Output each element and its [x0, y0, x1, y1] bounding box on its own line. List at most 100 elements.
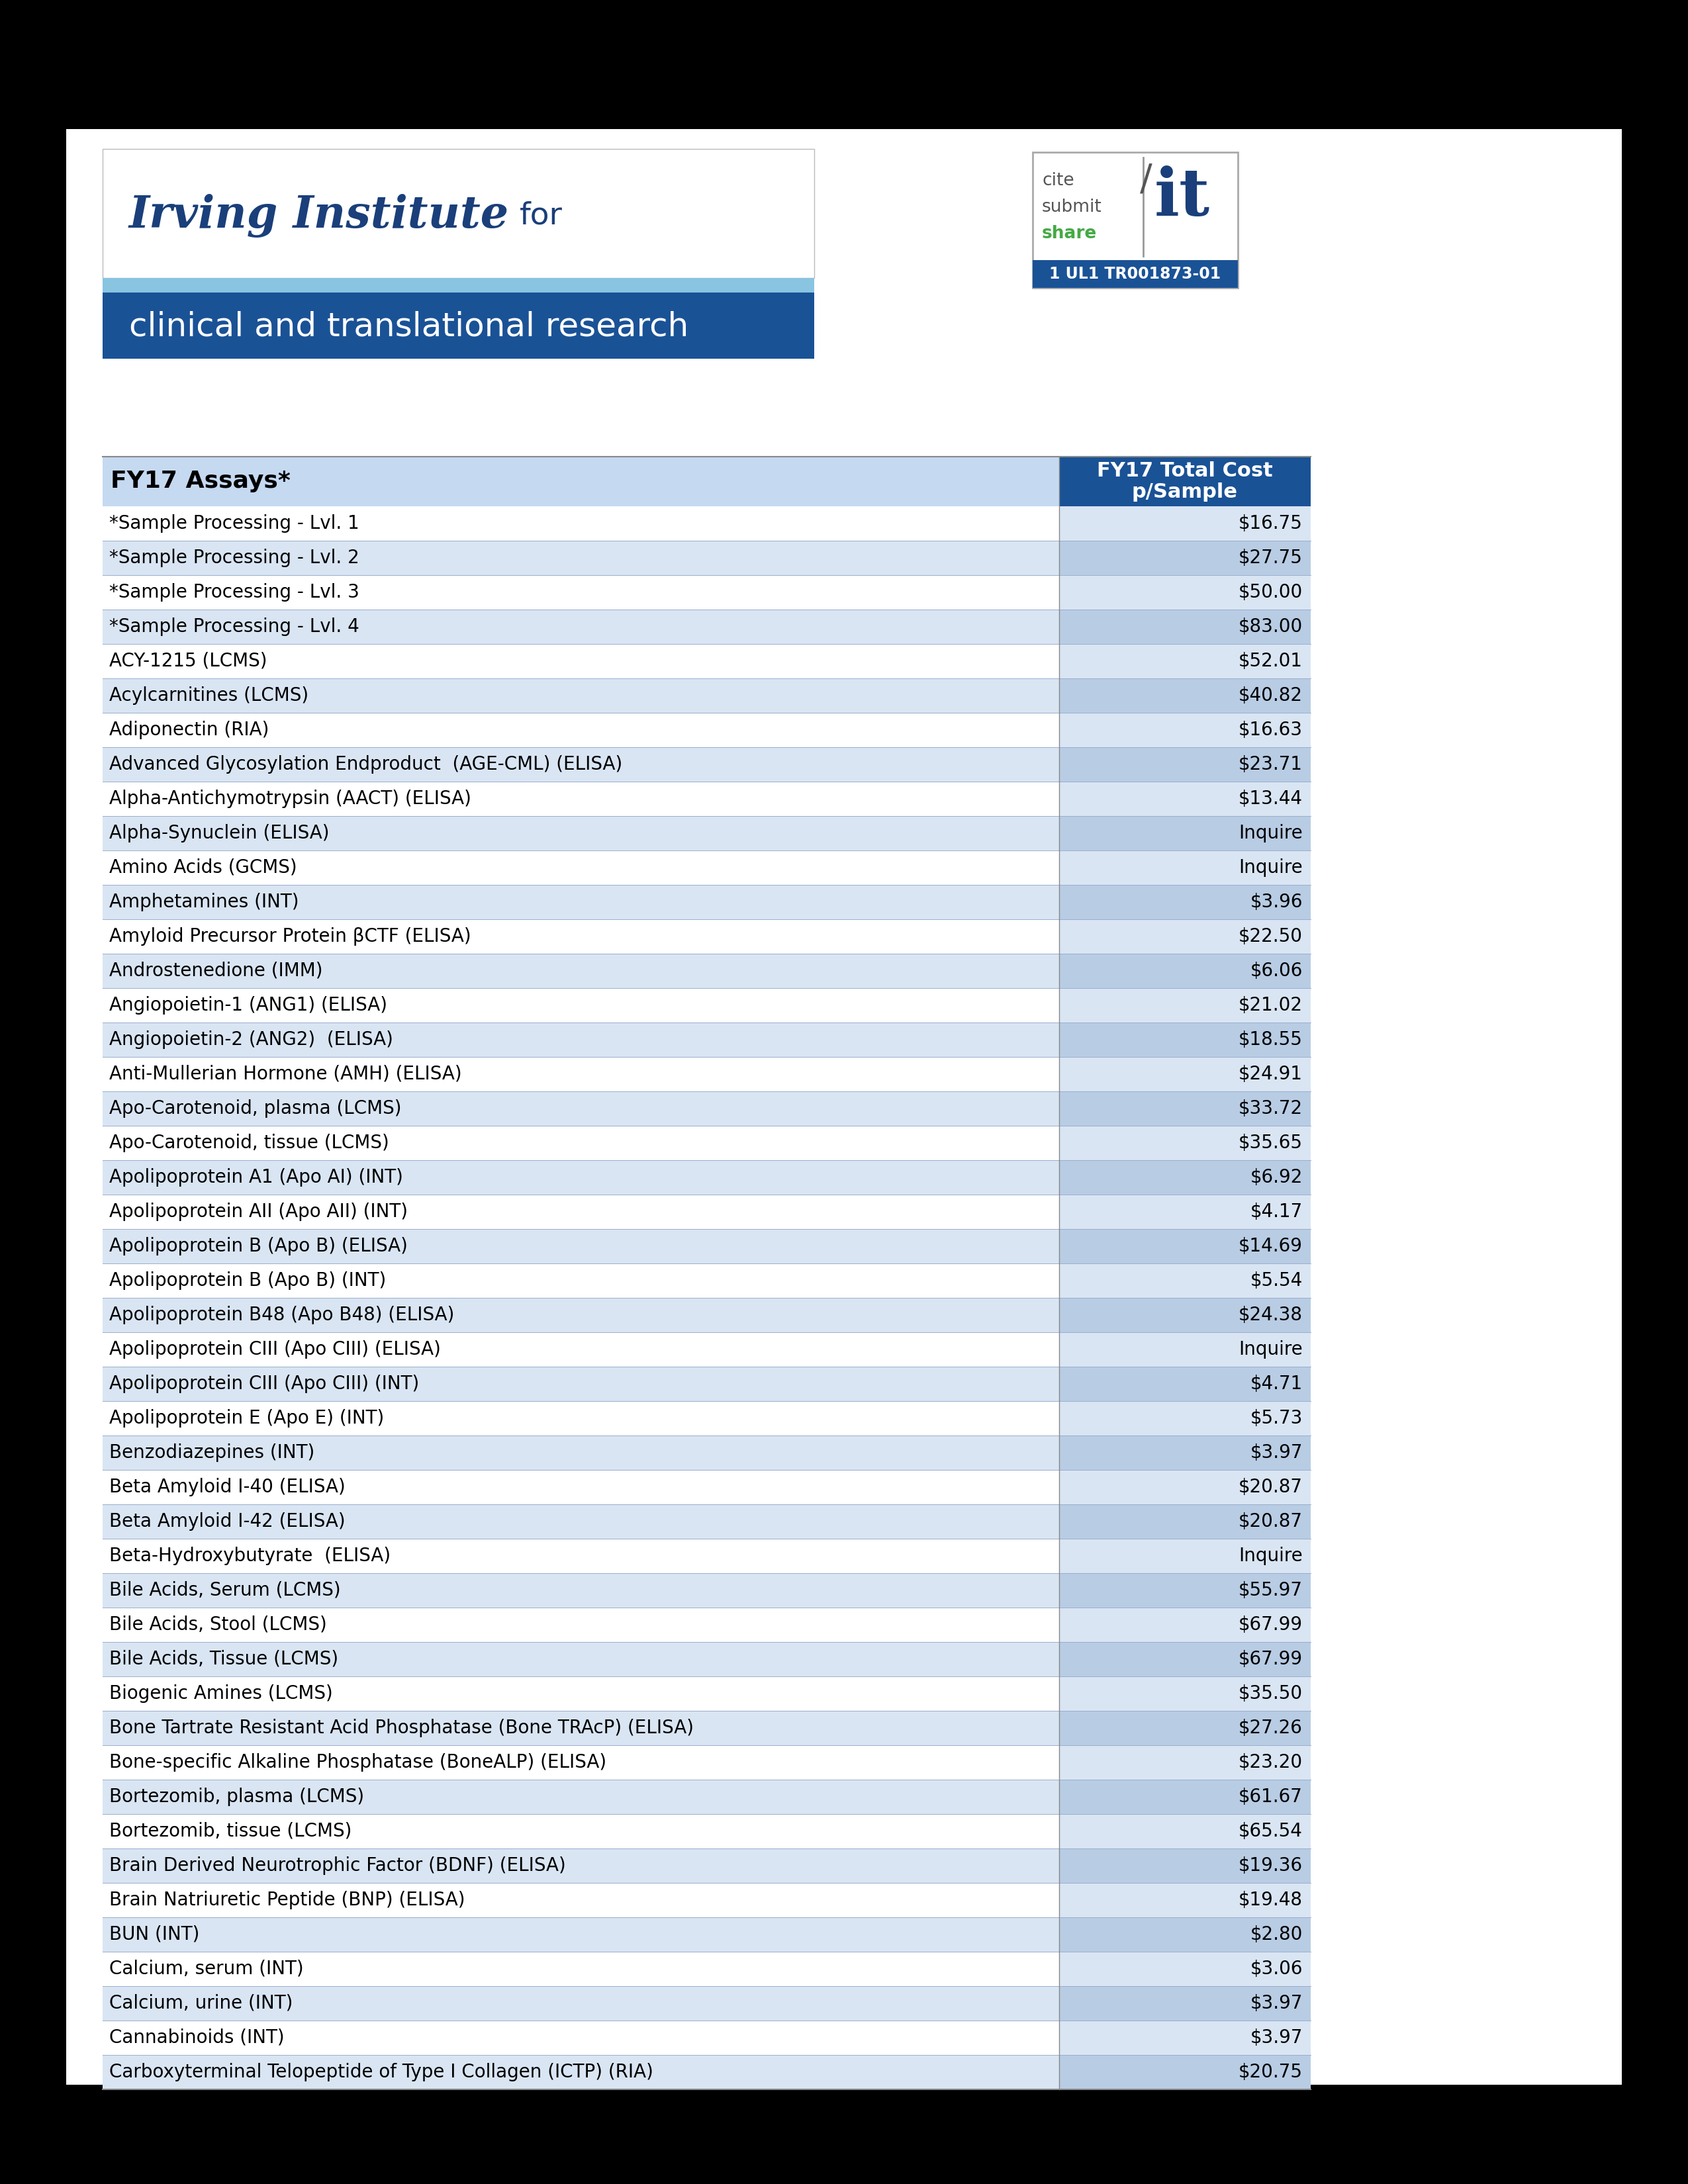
- Bar: [103, 609, 1058, 644]
- Bar: [103, 1402, 1058, 1435]
- Text: $13.44: $13.44: [1239, 791, 1303, 808]
- Text: $18.55: $18.55: [1239, 1031, 1303, 1048]
- Bar: [103, 712, 1058, 747]
- Text: $55.97: $55.97: [1239, 1581, 1303, 1599]
- Bar: [1058, 1607, 1310, 1642]
- Bar: [103, 987, 1058, 1022]
- Bar: [103, 1952, 1058, 1985]
- Bar: [1058, 817, 1310, 850]
- Bar: [1058, 1505, 1310, 1540]
- Text: $22.50: $22.50: [1239, 928, 1303, 946]
- Bar: [1058, 2020, 1310, 2055]
- Bar: [1058, 1572, 1310, 1607]
- Bar: [103, 954, 1058, 987]
- Text: Apolipoprotein A1 (Apo AI) (INT): Apolipoprotein A1 (Apo AI) (INT): [110, 1168, 403, 1186]
- Text: $67.99: $67.99: [1239, 1616, 1303, 1634]
- Bar: [103, 1332, 1058, 1367]
- Text: for: for: [520, 201, 562, 232]
- Text: Amphetamines (INT): Amphetamines (INT): [110, 893, 299, 911]
- Bar: [1058, 1057, 1310, 1092]
- Bar: [1058, 507, 1310, 542]
- Bar: [103, 919, 1058, 954]
- Bar: [1058, 1195, 1310, 1230]
- Text: Androstenedione (IMM): Androstenedione (IMM): [110, 961, 322, 981]
- Text: *Sample Processing - Lvl. 4: *Sample Processing - Lvl. 4: [110, 618, 360, 636]
- Bar: [1058, 1918, 1310, 1952]
- Bar: [1058, 919, 1310, 954]
- Text: $33.72: $33.72: [1239, 1099, 1303, 1118]
- Bar: [1058, 1780, 1310, 1815]
- Bar: [1058, 1125, 1310, 1160]
- Bar: [103, 293, 814, 358]
- Text: *Sample Processing - Lvl. 3: *Sample Processing - Lvl. 3: [110, 583, 360, 601]
- Text: $19.48: $19.48: [1239, 1891, 1303, 1909]
- Text: $50.00: $50.00: [1239, 583, 1303, 601]
- Text: $27.26: $27.26: [1239, 1719, 1303, 1736]
- Bar: [103, 1125, 1058, 1160]
- Bar: [1058, 1677, 1310, 1710]
- Text: Bile Acids, Stool (LCMS): Bile Acids, Stool (LCMS): [110, 1616, 327, 1634]
- Bar: [103, 1022, 1058, 1057]
- Text: Bortezomib, tissue (LCMS): Bortezomib, tissue (LCMS): [110, 1821, 351, 1841]
- Text: $6.06: $6.06: [1251, 961, 1303, 981]
- Bar: [103, 1540, 1058, 1572]
- Text: Acylcarnitines (LCMS): Acylcarnitines (LCMS): [110, 686, 309, 705]
- Text: $14.69: $14.69: [1239, 1236, 1303, 1256]
- Text: Angiopoietin-2 (ANG2)  (ELISA): Angiopoietin-2 (ANG2) (ELISA): [110, 1031, 393, 1048]
- Text: Cannabinoids (INT): Cannabinoids (INT): [110, 2029, 284, 2046]
- Bar: [103, 1572, 1058, 1607]
- Bar: [103, 1262, 1058, 1297]
- Text: Beta Amyloid I-42 (ELISA): Beta Amyloid I-42 (ELISA): [110, 1511, 346, 1531]
- Text: $35.65: $35.65: [1239, 1133, 1303, 1153]
- Bar: [1058, 954, 1310, 987]
- Text: $5.73: $5.73: [1251, 1409, 1303, 1428]
- Text: $3.06: $3.06: [1251, 1959, 1303, 1979]
- Text: $35.50: $35.50: [1239, 1684, 1303, 1704]
- Bar: [103, 1745, 1058, 1780]
- Text: Apolipoprotein CIII (Apo CIII) (ELISA): Apolipoprotein CIII (Apo CIII) (ELISA): [110, 1341, 441, 1358]
- Text: Irving Institute: Irving Institute: [128, 194, 510, 238]
- Bar: [103, 1883, 1058, 1918]
- Text: Inquire: Inquire: [1239, 858, 1303, 878]
- Bar: [1058, 1022, 1310, 1057]
- Bar: [1058, 1262, 1310, 1297]
- Bar: [103, 1057, 1058, 1092]
- Bar: [103, 1918, 1058, 1952]
- Bar: [103, 1677, 1058, 1710]
- Bar: [103, 542, 1058, 574]
- Bar: [103, 1470, 1058, 1505]
- Text: $24.91: $24.91: [1239, 1066, 1303, 1083]
- Text: submit: submit: [1041, 199, 1102, 216]
- Text: Brain Natriuretic Peptide (BNP) (ELISA): Brain Natriuretic Peptide (BNP) (ELISA): [110, 1891, 464, 1909]
- Bar: [103, 679, 1058, 712]
- Text: Inquire: Inquire: [1239, 1341, 1303, 1358]
- Text: Apo-Carotenoid, tissue (LCMS): Apo-Carotenoid, tissue (LCMS): [110, 1133, 388, 1153]
- Bar: [1058, 2055, 1310, 2090]
- Bar: [1033, 153, 1237, 288]
- Bar: [1058, 712, 1310, 747]
- Bar: [1058, 850, 1310, 885]
- Bar: [103, 1815, 1058, 1848]
- Text: Inquire: Inquire: [1239, 823, 1303, 843]
- Bar: [1058, 1160, 1310, 1195]
- Bar: [103, 1505, 1058, 1540]
- Bar: [103, 456, 1058, 507]
- Bar: [1058, 574, 1310, 609]
- Bar: [1058, 1540, 1310, 1572]
- Bar: [1058, 1230, 1310, 1262]
- Text: $83.00: $83.00: [1239, 618, 1303, 636]
- Text: $4.71: $4.71: [1251, 1374, 1303, 1393]
- Text: Bone-specific Alkaline Phosphatase (BoneALP) (ELISA): Bone-specific Alkaline Phosphatase (Bone…: [110, 1754, 606, 1771]
- Text: Benzodiazepines (INT): Benzodiazepines (INT): [110, 1444, 314, 1461]
- Bar: [1058, 1092, 1310, 1125]
- Text: /: /: [1139, 162, 1153, 197]
- Text: Apolipoprotein B (Apo B) (INT): Apolipoprotein B (Apo B) (INT): [110, 1271, 387, 1291]
- Text: $23.20: $23.20: [1239, 1754, 1303, 1771]
- Bar: [1058, 1642, 1310, 1677]
- Text: Bile Acids, Tissue (LCMS): Bile Acids, Tissue (LCMS): [110, 1649, 338, 1669]
- Text: Apolipoprotein E (Apo E) (INT): Apolipoprotein E (Apo E) (INT): [110, 1409, 385, 1428]
- Text: $67.99: $67.99: [1239, 1649, 1303, 1669]
- Text: Amino Acids (GCMS): Amino Acids (GCMS): [110, 858, 297, 878]
- Text: $5.54: $5.54: [1251, 1271, 1303, 1291]
- Bar: [103, 1195, 1058, 1230]
